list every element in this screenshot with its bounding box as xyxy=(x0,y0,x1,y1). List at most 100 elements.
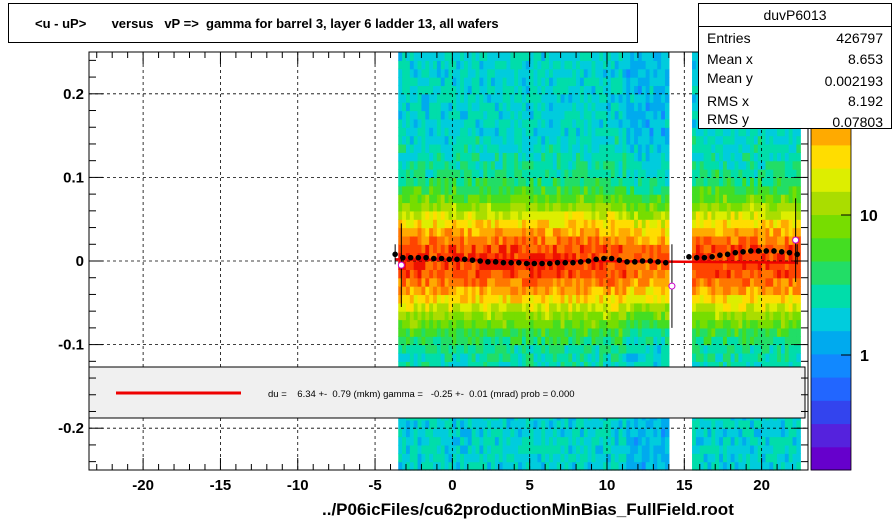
heatmap-cell xyxy=(483,52,488,61)
heatmap-cell xyxy=(610,436,616,446)
heatmap-cell xyxy=(664,202,670,212)
heatmap-cell xyxy=(460,244,465,254)
heatmap-cell xyxy=(703,311,709,321)
heatmap-cell xyxy=(552,428,558,438)
heatmap-cell xyxy=(518,160,523,170)
heatmap-cell xyxy=(610,419,616,429)
heatmap-cell xyxy=(715,336,720,346)
heatmap-cell xyxy=(545,210,550,220)
heatmap-cell xyxy=(417,210,423,220)
heatmap-cell xyxy=(502,202,508,212)
heatmap-cell xyxy=(514,194,519,204)
heatmap-cell xyxy=(695,461,701,471)
heatmap-cell xyxy=(715,252,720,262)
heatmap-cell xyxy=(456,286,461,296)
heatmap-cell xyxy=(699,152,705,162)
heatmap-cell xyxy=(421,419,426,429)
heatmap-cell xyxy=(614,428,620,438)
heatmap-cell xyxy=(699,344,705,354)
heatmap-cell xyxy=(552,118,558,128)
heatmap-cell xyxy=(552,219,558,229)
heatmap-cell xyxy=(545,93,550,103)
heatmap-cell xyxy=(726,302,732,312)
heatmap-cell xyxy=(703,135,709,145)
heatmap-cell xyxy=(456,152,461,162)
heatmap-cell xyxy=(471,361,477,371)
heatmap-cell xyxy=(645,286,651,296)
heatmap-cell xyxy=(572,361,577,371)
heatmap-cell xyxy=(703,444,709,454)
heatmap-cell xyxy=(661,302,666,312)
heatmap-cell xyxy=(699,453,705,463)
heatmap-cell xyxy=(545,269,550,279)
heatmap-cell xyxy=(456,444,461,454)
heatmap-cell xyxy=(618,294,624,304)
heatmap-cell xyxy=(436,244,442,254)
heatmap-cell xyxy=(456,344,461,354)
heatmap-cell xyxy=(614,85,620,95)
heatmap-cell xyxy=(587,210,593,220)
heatmap-cell xyxy=(452,261,457,270)
heatmap-cell xyxy=(699,269,705,279)
heatmap-cell xyxy=(518,93,523,103)
heatmap-cell xyxy=(471,194,477,204)
heatmap-cell xyxy=(510,219,515,229)
heatmap-cell xyxy=(579,294,585,304)
heatmap-cell xyxy=(765,461,770,471)
heatmap-cell xyxy=(425,419,430,429)
heatmap-cell xyxy=(761,202,767,212)
heatmap-cell xyxy=(514,327,519,337)
heatmap-cell xyxy=(595,194,600,204)
heatmap-cell xyxy=(421,244,426,254)
heatmap-cell xyxy=(777,227,782,237)
heatmap-cell xyxy=(730,302,736,312)
heatmap-cell xyxy=(730,127,736,137)
heatmap-cell xyxy=(541,160,546,170)
heatmap-cell xyxy=(402,185,407,195)
heatmap-cell xyxy=(549,135,554,145)
heatmap-cell xyxy=(549,194,554,204)
heatmap-cell xyxy=(626,269,631,279)
heatmap-cell xyxy=(645,143,651,153)
heatmap-cell xyxy=(510,361,515,371)
heatmap-cell xyxy=(726,336,732,346)
heatmap-cell xyxy=(425,77,430,87)
heatmap-cell xyxy=(618,169,624,178)
heatmap-cell xyxy=(514,93,519,103)
heatmap-cell xyxy=(792,185,798,195)
heatmap-cell xyxy=(630,152,635,162)
heatmap-cell xyxy=(537,269,542,279)
heatmap-cell xyxy=(788,227,794,237)
heatmap-cell xyxy=(595,110,600,120)
heatmap-cell xyxy=(413,286,419,296)
heatmap-cell xyxy=(402,444,407,454)
heatmap-cell xyxy=(614,419,620,429)
heatmap-cell xyxy=(634,244,639,254)
heatmap-cell xyxy=(707,453,712,463)
heatmap-cell xyxy=(606,77,612,87)
heatmap-cell xyxy=(622,177,627,187)
heatmap-cell xyxy=(591,327,596,337)
heatmap-cell xyxy=(529,77,535,87)
heatmap-cell xyxy=(417,110,423,120)
heatmap-cell xyxy=(595,102,600,112)
heatmap-cell xyxy=(576,227,581,237)
heatmap-cell xyxy=(525,235,531,245)
heatmap-cell xyxy=(398,177,403,187)
heatmap-cell xyxy=(518,118,523,128)
heatmap-cell xyxy=(417,227,423,237)
heatmap-cell xyxy=(664,60,670,70)
heatmap-cell xyxy=(583,127,589,137)
heatmap-cell xyxy=(641,210,647,220)
heatmap-cell xyxy=(525,419,531,429)
heatmap-cell xyxy=(634,319,639,329)
heatmap-cell xyxy=(707,235,712,245)
heatmap-cell xyxy=(653,436,658,446)
profile-point xyxy=(624,259,630,265)
heatmap-cell xyxy=(618,110,624,120)
heatmap-cell xyxy=(537,277,542,287)
heatmap-cell xyxy=(421,52,426,61)
heatmap-cell xyxy=(784,127,790,137)
heatmap-cell xyxy=(564,277,569,287)
heatmap-cell xyxy=(533,102,539,112)
